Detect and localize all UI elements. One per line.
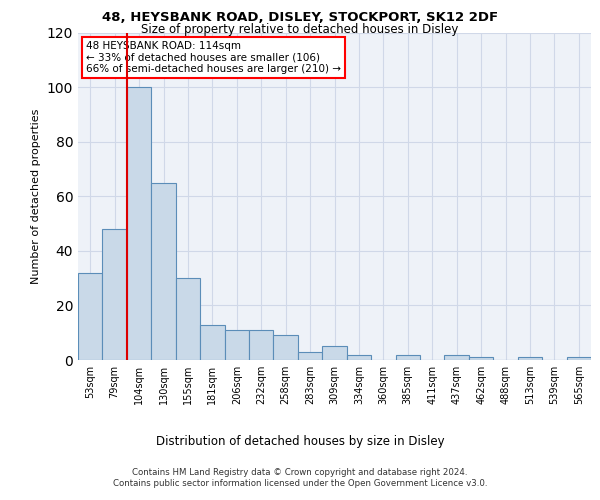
Bar (274, 336, 298, 360)
Bar (322, 346, 347, 360)
Bar (566, 358, 591, 360)
Text: Contains HM Land Registry data © Crown copyright and database right 2024.
Contai: Contains HM Land Registry data © Crown c… (113, 468, 487, 487)
Bar (224, 330, 249, 360)
Bar (200, 324, 224, 360)
Bar (176, 278, 200, 360)
Bar (298, 352, 322, 360)
Bar (249, 330, 274, 360)
Bar (395, 354, 420, 360)
Bar (445, 354, 469, 360)
Text: Distribution of detached houses by size in Disley: Distribution of detached houses by size … (155, 434, 445, 448)
Y-axis label: Number of detached properties: Number of detached properties (31, 108, 41, 284)
Bar (469, 358, 493, 360)
Bar (151, 182, 176, 360)
Bar (78, 272, 103, 360)
Text: 48 HEYSBANK ROAD: 114sqm
← 33% of detached houses are smaller (106)
66% of semi-: 48 HEYSBANK ROAD: 114sqm ← 33% of detach… (86, 40, 341, 74)
Bar (103, 229, 127, 360)
Text: 48, HEYSBANK ROAD, DISLEY, STOCKPORT, SK12 2DF: 48, HEYSBANK ROAD, DISLEY, STOCKPORT, SK… (102, 11, 498, 24)
Text: Size of property relative to detached houses in Disley: Size of property relative to detached ho… (142, 22, 458, 36)
Bar (518, 358, 542, 360)
Bar (127, 87, 151, 360)
Bar (347, 354, 371, 360)
